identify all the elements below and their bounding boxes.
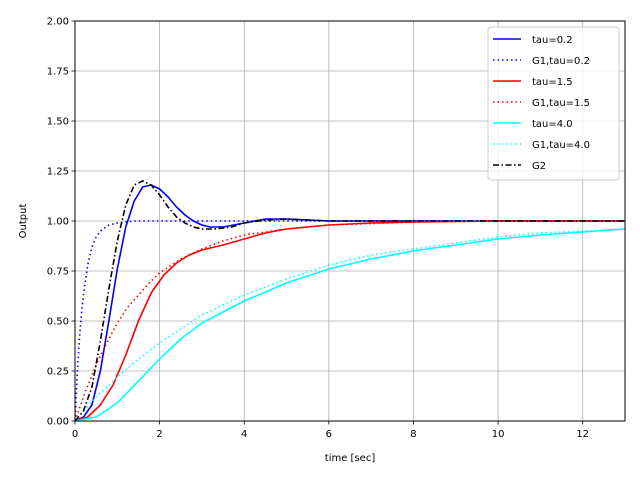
y-tick-label: 0.00 xyxy=(47,417,69,428)
series-line-4 xyxy=(75,228,625,421)
x-tick-label: 6 xyxy=(326,429,332,440)
legend: tau=0.2 G1,tau=0.2 tau=1.5 G1,tau=1.5 tau=4.… xyxy=(487,26,620,181)
x-axis-ticks: 0 2 4 6 8 10 12 xyxy=(72,421,589,440)
legend-box xyxy=(487,26,620,181)
series-line-3 xyxy=(75,220,625,421)
legend-label-5: G1,tau=4.0 xyxy=(532,140,590,151)
y-axis-label: Output xyxy=(18,204,29,239)
y-tick-label: 1.50 xyxy=(47,117,69,128)
series-lines xyxy=(75,180,625,421)
x-tick-label: 4 xyxy=(241,429,247,440)
y-axis-ticks: 0.00 0.25 0.50 0.75 1.00 1.25 1.50 1.75 2.00 xyxy=(47,17,75,428)
legend-label-4: tau=4.0 xyxy=(532,119,573,130)
y-tick-label: 1.00 xyxy=(47,217,69,228)
legend-label-1: G1,tau=0.2 xyxy=(532,56,590,67)
x-tick-label: 0 xyxy=(72,429,78,440)
x-tick-label: 2 xyxy=(156,429,162,440)
series-line-0 xyxy=(75,184,625,421)
y-tick-label: 1.25 xyxy=(47,167,69,178)
x-tick-label: 10 xyxy=(492,429,505,440)
legend-label-3: G1,tau=1.5 xyxy=(532,98,590,109)
series-line-6 xyxy=(75,180,625,421)
x-axis-label: time [sec] xyxy=(325,453,376,464)
y-tick-label: 0.50 xyxy=(47,317,69,328)
y-tick-label: 1.75 xyxy=(47,67,69,78)
legend-label-0: tau=0.2 xyxy=(532,35,573,46)
x-tick-label: 12 xyxy=(576,429,589,440)
y-tick-label: 0.75 xyxy=(47,267,69,278)
legend-label-2: tau=1.5 xyxy=(532,77,573,88)
series-line-2 xyxy=(75,220,625,421)
y-tick-label: 2.00 xyxy=(47,17,69,28)
legend-label-6: G2 xyxy=(532,161,546,172)
series-line-1 xyxy=(75,220,625,421)
y-tick-label: 0.25 xyxy=(47,367,69,378)
x-tick-label: 8 xyxy=(410,429,416,440)
